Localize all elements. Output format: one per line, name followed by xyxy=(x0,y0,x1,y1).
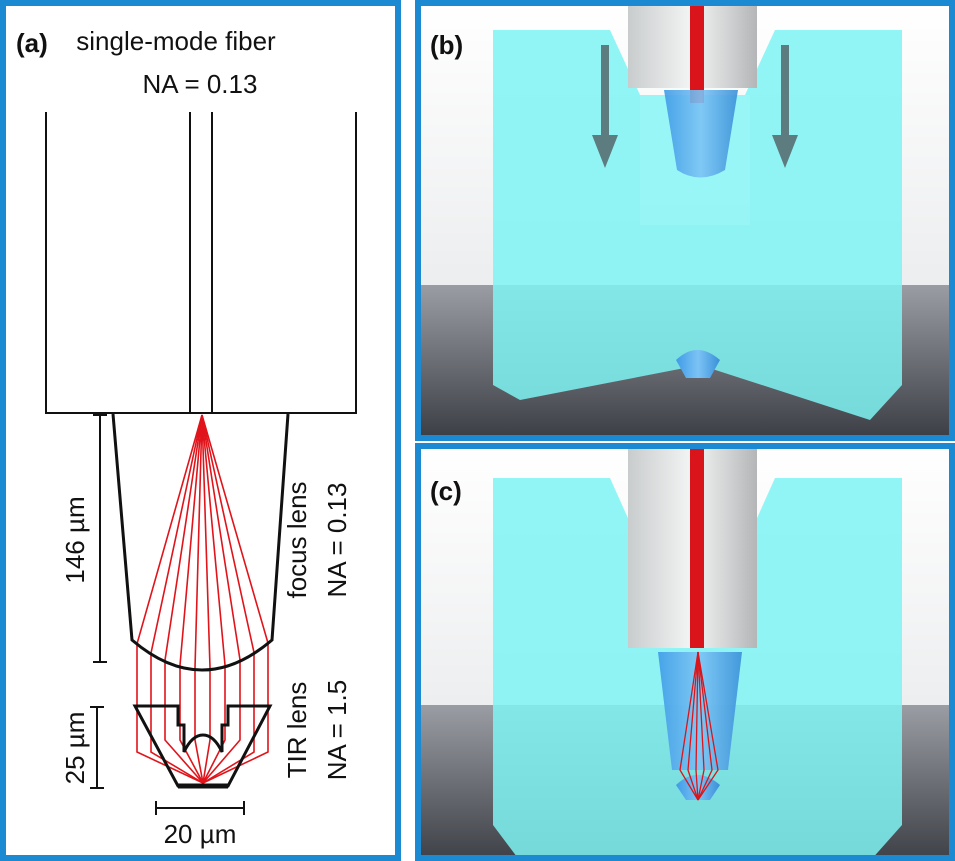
fiber-na: NA = 0.13 xyxy=(143,69,258,99)
figure: (a) single-mode fiber NA = 0.13 146 µm 2… xyxy=(0,0,955,861)
panel-b: (b) xyxy=(418,3,952,438)
fiber-core xyxy=(690,448,704,648)
panel-c: (c) xyxy=(418,446,952,861)
lens-na: NA = 0.13 xyxy=(322,483,352,598)
dimension-label: 146 µm xyxy=(60,496,90,583)
panel-label: (b) xyxy=(430,30,463,60)
panel-a: (a) single-mode fiber NA = 0.13 146 µm 2… xyxy=(3,3,398,858)
panel-label: (a) xyxy=(16,28,48,58)
dimension-label: 20 µm xyxy=(164,819,237,849)
dimension-label: 25 µm xyxy=(60,712,90,785)
panel-label: (c) xyxy=(430,476,462,506)
lens-na: NA = 1.5 xyxy=(322,680,352,780)
lens-name: focus lens xyxy=(282,481,312,598)
fiber-core xyxy=(690,3,704,103)
fiber-title: single-mode fiber xyxy=(76,26,276,56)
lens-name: TIR lens xyxy=(282,682,312,779)
